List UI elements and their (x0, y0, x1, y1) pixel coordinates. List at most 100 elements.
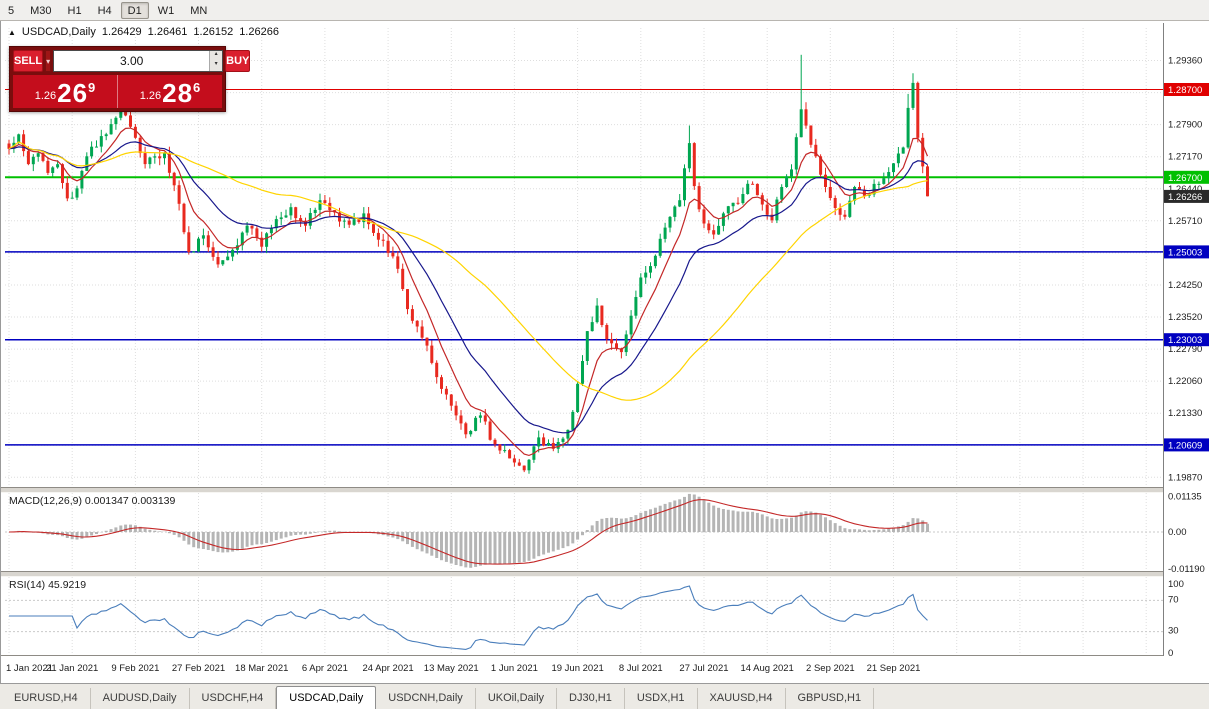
svg-text:6 Apr 2021: 6 Apr 2021 (302, 663, 348, 674)
sell-button[interactable]: SELL (13, 50, 44, 72)
svg-text:2 Sep 2021: 2 Sep 2021 (806, 663, 855, 674)
svg-text:1.27900: 1.27900 (1168, 120, 1202, 131)
price-marker-lines (5, 89, 1164, 446)
price-marker-box-1.26266 (1164, 189, 1209, 203)
svg-text:0.00: 0.00 (1168, 527, 1187, 538)
svg-text:1 Jun 2021: 1 Jun 2021 (491, 663, 538, 674)
bid-ask-row: 1.26 26 9 1.26 28 6 (13, 75, 222, 108)
price-marker-box-1.25003 (1164, 245, 1209, 259)
svg-text:1.28700: 1.28700 (1168, 85, 1202, 96)
macd-pane (5, 493, 1163, 568)
bid-price[interactable]: 1.26 26 9 (13, 75, 117, 108)
tab-gbpusd-h1[interactable]: GBPUSD,H1 (786, 688, 875, 709)
timeframe-button-w1[interactable]: W1 (151, 2, 182, 19)
price-marker-box-1.28700 (1164, 83, 1209, 96)
svg-text:1.29360: 1.29360 (1168, 56, 1202, 67)
tab-usdcnh-daily[interactable]: USDCNH,Daily (376, 688, 476, 709)
svg-text:21 Jan 2021: 21 Jan 2021 (46, 663, 98, 674)
timeframe-toolbar: 5 M30 H1 H4 D1 W1 MN (0, 0, 1209, 21)
timeframe-button-5[interactable]: 5 (1, 2, 21, 19)
svg-text:30: 30 (1168, 626, 1179, 637)
svg-text:0: 0 (1168, 648, 1173, 659)
triangle-icon: ▲ (8, 27, 16, 37)
svg-text:19 Jun 2021: 19 Jun 2021 (551, 663, 603, 674)
svg-text:1.22060: 1.22060 (1168, 376, 1202, 387)
svg-text:1.26440: 1.26440 (1168, 184, 1202, 195)
volume-up-icon[interactable]: ▴ (214, 51, 218, 57)
volume-field: ▴ ▾ (53, 50, 224, 72)
tab-usdchf-h4[interactable]: USDCHF,H4 (190, 688, 277, 709)
timeframe-button-h1[interactable]: H1 (61, 2, 89, 19)
tab-usdx-h1[interactable]: USDX,H1 (625, 688, 698, 709)
tab-eurusd-h4[interactable]: EURUSD,H4 (2, 688, 91, 709)
tab-audusd-daily[interactable]: AUDUSD,Daily (91, 688, 190, 709)
svg-text:24 Apr 2021: 24 Apr 2021 (362, 663, 413, 674)
rsi-label: RSI(14) 45.9219 (9, 579, 87, 591)
pane-separators (1, 487, 1209, 656)
svg-text:1.25710: 1.25710 (1168, 216, 1202, 227)
svg-text:18 Mar 2021: 18 Mar 2021 (235, 663, 288, 674)
svg-text:1.26700: 1.26700 (1168, 173, 1202, 184)
volume-stepper: ▴ ▾ (209, 51, 223, 71)
volume-dropdown-button[interactable]: ▾ (45, 50, 52, 72)
timeframe-button-m30[interactable]: M30 (23, 2, 58, 19)
svg-text:27 Feb 2021: 27 Feb 2021 (172, 663, 225, 674)
ask-price[interactable]: 1.26 28 6 (118, 75, 222, 108)
chevron-down-icon: ▾ (46, 56, 51, 66)
svg-text:100: 100 (1168, 579, 1184, 590)
svg-text:13 May 2021: 13 May 2021 (424, 663, 479, 674)
tab-dj30-h1[interactable]: DJ30,H1 (557, 688, 625, 709)
svg-text:1.23003: 1.23003 (1168, 335, 1202, 346)
bid-prefix: 1.26 (34, 90, 57, 102)
svg-text:1.25003: 1.25003 (1168, 247, 1202, 258)
chart-symbol-label: USDCAD,Daily (21, 26, 96, 38)
candles[interactable] (7, 54, 930, 474)
trade-controls-row: SELL ▾ ▴ ▾ BUY (13, 50, 251, 72)
svg-text:1.23520: 1.23520 (1168, 312, 1202, 323)
svg-text:1.21330: 1.21330 (1168, 408, 1202, 419)
bid-pipette: 9 (88, 80, 96, 95)
svg-text:1.27170: 1.27170 (1168, 152, 1202, 163)
price-marker-box-1.20609 (1164, 438, 1209, 452)
ask-prefix: 1.26 (139, 90, 162, 102)
rsi-pane (5, 585, 1163, 650)
price-marker-box-1.23003 (1164, 333, 1209, 347)
chart-tabbar: EURUSD,H4 AUDUSD,Daily USDCHF,H4 USDCAD,Dai… (0, 683, 1209, 709)
chart-window: 1.293601.286301.279001.271701.264401.257… (0, 21, 1209, 683)
bid-ask-divider (117, 75, 118, 108)
svg-text:8 Jul 2021: 8 Jul 2021 (619, 663, 663, 674)
tab-ukoil-daily[interactable]: UKOil,Daily (476, 688, 558, 709)
moving-averages (8, 127, 929, 457)
ask-pipette: 6 (193, 80, 201, 95)
chart-canvas[interactable]: 1.293601.286301.279001.271701.264401.257… (1, 21, 1209, 683)
svg-text:1 Jan 2021: 1 Jan 2021 (6, 663, 53, 674)
svg-text:1.24250: 1.24250 (1168, 280, 1202, 291)
ohlc-close: 1.26266 (239, 26, 279, 38)
svg-text:0.01135: 0.01135 (1168, 492, 1202, 503)
svg-text:14 Aug 2021: 14 Aug 2021 (740, 663, 793, 674)
svg-text:21 Sep 2021: 21 Sep 2021 (867, 663, 921, 674)
volume-down-icon[interactable]: ▾ (214, 61, 218, 67)
tab-xauusd-h4[interactable]: XAUUSD,H4 (698, 688, 786, 709)
ohlc-high: 1.26461 (147, 26, 188, 38)
volume-input[interactable] (54, 51, 210, 71)
ohlc-open: 1.26429 (101, 26, 142, 38)
svg-text:1.22790: 1.22790 (1168, 344, 1202, 355)
ohlc-low: 1.26152 (193, 26, 234, 38)
timeframe-button-mn[interactable]: MN (183, 2, 214, 19)
tab-usdcad-daily[interactable]: USDCAD,Daily (276, 686, 377, 709)
svg-text:-0.01190: -0.01190 (1168, 564, 1205, 575)
svg-text:27 Jul 2021: 27 Jul 2021 (679, 663, 728, 674)
svg-text:1.20609: 1.20609 (1168, 440, 1202, 451)
timeframe-button-h4[interactable]: H4 (91, 2, 119, 19)
chart-grid (5, 28, 1163, 655)
svg-text:1.26266: 1.26266 (1168, 192, 1202, 203)
svg-text:9 Feb 2021: 9 Feb 2021 (111, 663, 159, 674)
one-click-trading-panel: SELL ▾ ▴ ▾ BUY 1.26 26 9 (9, 46, 251, 112)
timeframe-button-d1[interactable]: D1 (120, 1, 149, 19)
buy-button[interactable]: BUY (225, 50, 251, 72)
macd-label: MACD(12,26,9) 0.001347 0.003139 (9, 495, 176, 507)
chart-title: ▲ USDCAD,Daily 1.26429 1.26461 1.26152 1… (8, 26, 279, 38)
price-axis[interactable]: 1.293601.286301.279001.271701.264401.257… (1163, 21, 1209, 683)
